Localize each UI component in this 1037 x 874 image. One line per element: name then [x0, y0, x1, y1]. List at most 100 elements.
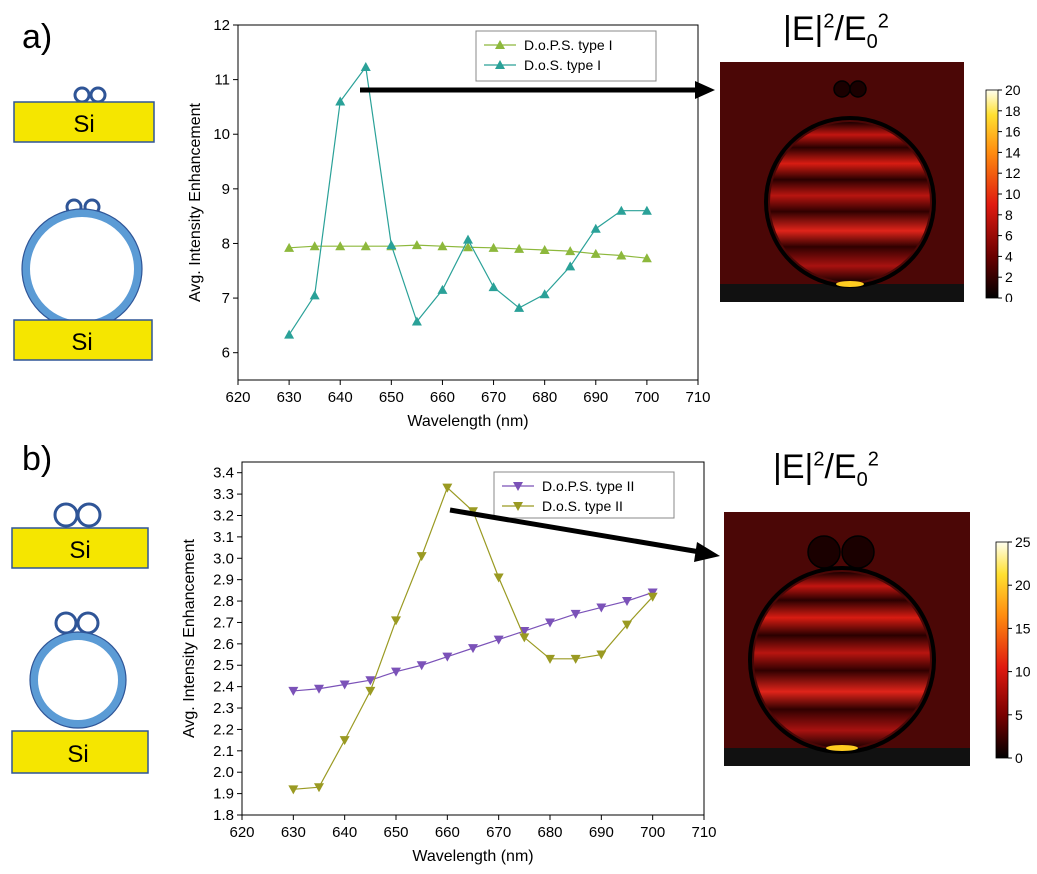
si-substrate-bottom	[11, 730, 149, 774]
legend: D.o.P.S. type II D.o.S. type II	[493, 471, 675, 519]
si-label-top: Si	[73, 111, 94, 138]
data-point	[493, 573, 504, 583]
legend-marker	[495, 60, 505, 69]
y-tick-label: 8	[222, 235, 230, 252]
data-point	[519, 627, 530, 637]
nanoparticle-right	[89, 86, 107, 104]
data-point	[360, 62, 371, 72]
si-substrate-top	[11, 527, 149, 569]
x-tick-label: 650	[379, 389, 404, 406]
nanoparticle-right	[76, 502, 102, 528]
si-substrate-bottom	[13, 319, 153, 361]
x-tick-label: 630	[281, 824, 306, 841]
colorbar-tick-label: 0	[1005, 290, 1013, 302]
colorbar-tick-label: 6	[1005, 228, 1013, 244]
data-point	[616, 205, 627, 215]
nanoparticle-left	[833, 80, 851, 98]
data-point	[463, 234, 473, 244]
pointer-arrow	[449, 507, 701, 555]
x-tick-label: 700	[640, 824, 665, 841]
data-point	[493, 635, 504, 645]
data-point	[284, 242, 295, 252]
y-tick-label: 2.6	[213, 636, 234, 653]
data-point	[488, 242, 499, 252]
arrow-head	[695, 81, 715, 99]
legend-marker	[513, 482, 523, 491]
y-tick-label: 3.2	[213, 507, 234, 524]
colorbar-tick-label: 16	[1005, 124, 1021, 140]
colorbar-tick-label: 20	[1015, 577, 1031, 593]
colorbar-tick-label: 12	[1005, 165, 1021, 181]
data-point	[468, 644, 478, 654]
panel-label-a: a)	[22, 18, 53, 56]
data-point	[391, 667, 401, 677]
data-point	[570, 654, 581, 664]
sphere-boundary	[748, 566, 936, 754]
y-tick-label: 7	[222, 290, 230, 307]
chart-a: 620 630 640 650 660 670 680 690 700 710 6 7 8 9 10 11 12…	[187, 17, 715, 430]
y-tick-label: 3.1	[213, 529, 234, 546]
data-point	[647, 592, 658, 602]
colorbar-tick-label: 20	[1005, 82, 1021, 98]
plot-frame	[241, 461, 705, 816]
colorbar-tick-label: 4	[1005, 248, 1013, 264]
data-point	[596, 650, 607, 660]
nanoparticle-left	[54, 611, 78, 635]
data-point	[309, 290, 320, 300]
data-point	[360, 241, 371, 251]
data-point	[539, 289, 550, 299]
data-point	[514, 243, 525, 253]
series-line-2	[288, 65, 647, 335]
colorbar	[995, 541, 1009, 759]
data-point	[545, 618, 555, 628]
x-tick-label: 630	[277, 389, 302, 406]
colorbar-tick-label: 10	[1005, 186, 1021, 202]
colorbar-tick-label: 14	[1005, 144, 1021, 160]
x-tick-label: 680	[532, 389, 557, 406]
data-point	[437, 284, 448, 294]
legend-label: D.o.S. type I	[524, 57, 601, 73]
legend-marker	[513, 502, 523, 511]
data-point	[288, 785, 299, 795]
schematic-b: Si Si	[11, 502, 149, 774]
colorbar-tick-label: 5	[1015, 707, 1023, 723]
x-tick-label: 690	[583, 389, 608, 406]
data-point	[545, 654, 555, 664]
microsphere	[30, 632, 126, 728]
data-point	[335, 241, 346, 251]
y-tick-label: 6	[222, 345, 230, 362]
x-tick-label: 710	[691, 824, 716, 841]
data-point	[590, 223, 601, 233]
data-point	[309, 241, 320, 251]
hotspot	[826, 745, 858, 751]
y-tick-label: 2.9	[213, 572, 234, 589]
colorbar-tick-label: 10	[1015, 664, 1031, 680]
x-tick-label: 640	[328, 389, 353, 406]
legend-marker	[495, 40, 505, 49]
y-tick-label: 2.7	[213, 614, 234, 631]
y-tick-label: 2.0	[213, 764, 234, 781]
colorbar-tick-label: 15	[1015, 620, 1031, 636]
y-tick-label: 3.4	[213, 465, 234, 482]
x-tick-label: 660	[435, 824, 460, 841]
y-tick-label: 1.9	[213, 786, 234, 803]
data-point	[565, 261, 576, 271]
data-point	[570, 609, 581, 619]
sphere-interior	[770, 122, 930, 282]
x-tick-label: 670	[481, 389, 506, 406]
data-point	[622, 597, 632, 607]
field-title-a: |E|2/E02	[783, 10, 889, 53]
data-point	[442, 652, 453, 662]
data-point	[596, 603, 607, 613]
panel-label-b: b)	[22, 440, 53, 478]
microsphere	[22, 209, 142, 329]
colorbar-tick-label: 18	[1005, 103, 1021, 119]
data-point	[365, 676, 376, 686]
data-point	[514, 302, 525, 312]
y-axis-label: Avg. Intensity Enhancement	[181, 538, 198, 737]
data-point	[411, 316, 422, 326]
data-point	[488, 282, 499, 292]
x-tick-label: 620	[229, 824, 254, 841]
substrate-region	[720, 284, 964, 302]
y-tick-label: 2.2	[213, 721, 234, 738]
